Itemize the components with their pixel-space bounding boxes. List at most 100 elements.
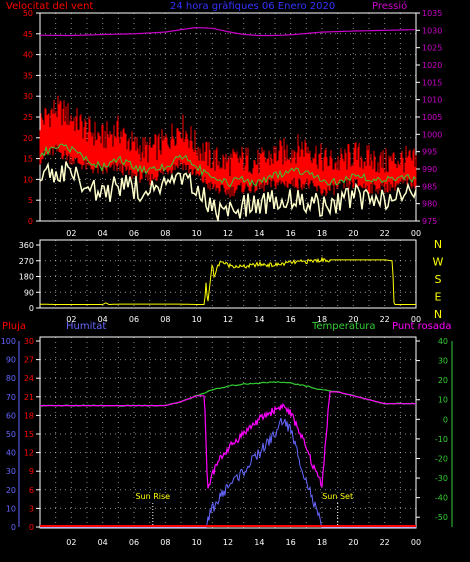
x-tick-label: 02 [66,315,76,324]
y-tick-label-wind: 5 [28,196,33,205]
x-tick-label: 10 [192,315,202,324]
x-tick-label: 14 [254,315,264,324]
x-tick-label: 18 [317,538,327,547]
x-tick-label: 16 [286,538,296,547]
y-tick-label-temperature: -10 [435,435,448,444]
compass-label: E [435,291,442,304]
y-tick-label-wind: 20 [23,134,33,143]
x-tick-label: 00 [411,315,421,324]
x-tick-label: 08 [160,229,170,238]
y-tick-label-humidity: 80 [6,374,16,383]
y-tick-label-rain: 24 [24,374,34,383]
y-tick-label-rain: 18 [24,411,34,420]
y-tick-label-wind: 40 [23,51,33,60]
y-tick-label-rain: 12 [24,449,34,458]
x-tick-label: 18 [317,315,327,324]
y-tick-label-pressure: 1015 [422,78,442,87]
y-tick-label-pressure: 985 [422,182,437,191]
pressure-label: Pressió [372,0,407,12]
y-tick-label-direction: 360 [19,241,34,250]
x-tick-label: 16 [286,229,296,238]
y-tick-label-wind: 30 [23,92,33,101]
sunset-label: Sun Set [322,492,353,501]
wind-speed-label: Velocitat del vent [6,1,93,12]
y-tick-label-pressure: 990 [422,165,437,174]
y-tick-label-temperature: 20 [438,376,448,385]
y-tick-label-humidity: 30 [6,467,16,476]
x-tick-label: 02 [66,538,76,547]
y-tick-label-pressure: 995 [422,148,437,157]
axis-ticks: 0510152025303540455097598098599099510001… [23,9,443,238]
y-tick-label-pressure: 1005 [422,113,442,122]
pressure-line [40,26,415,37]
y-tick-label-direction: 180 [19,273,34,282]
y-tick-label-pressure: 1010 [422,96,442,105]
y-tick-label-humidity: 10 [6,504,16,513]
y-tick-label-humidity: 70 [6,393,16,402]
x-tick-label: 10 [192,538,202,547]
sunrise-label: Sun Rise [135,492,170,501]
wind-avg-line [39,143,417,188]
wind-direction-series [39,256,416,305]
y-tick-label-humidity: 50 [6,430,16,439]
y-tick-label-temperature: 10 [438,396,448,405]
y-tick-label-temperature: 40 [438,337,448,346]
x-tick-label: 22 [380,315,390,324]
y-tick-label-wind: 45 [23,30,33,39]
y-tick-label-wind: 35 [23,71,33,80]
x-tick-label: 14 [254,538,264,547]
temperature-label: Temperatura [311,321,376,332]
x-tick-label: 18 [317,229,327,238]
wind-pressure-series [39,26,417,221]
y-tick-label-wind: 0 [28,217,33,226]
temperature-humidity-panel: Pluja Humitat Temperatura Punt rosada Su… [1,321,453,547]
y-tick-label-temperature: 30 [438,357,448,366]
x-tick-label: 06 [129,315,139,324]
x-tick-label: 06 [129,538,139,547]
y-tick-label-rain: 3 [29,504,34,513]
y-tick-label-wind: 25 [23,113,33,122]
y-tick-label-rain: 27 [24,356,34,365]
y-tick-label-pressure: 1000 [422,130,442,139]
y-tick-label-pressure: 1035 [422,9,442,18]
y-tick-label-rain: 0 [29,523,34,532]
x-tick-label: 14 [254,229,264,238]
wind-direction-frame [39,239,417,309]
y-tick-label-direction: 270 [19,257,34,266]
temperature-humidity-series: Sun Rise Sun Set [39,381,416,528]
x-tick-label: 04 [98,315,108,324]
chart-title: 24 hora gràfiques 06 Enero 2020 [170,0,335,12]
x-tick-label: 12 [223,538,233,547]
humidity-label: Humitat [66,321,106,332]
dew-point-label: Punt rosada [392,321,451,332]
y-tick-label-pressure: 1025 [422,44,442,53]
axis-ticks: 0102030405060708090100036912151821242730… [1,337,453,547]
y-tick-label-temperature: 0 [443,415,448,424]
wind-pressure-panel: Velocitat del vent 24 hora gràfiques 06 … [6,0,442,238]
x-tick-label: 12 [223,229,233,238]
y-tick-label-temperature: -50 [435,513,448,522]
y-tick-label-rain: 15 [24,430,34,439]
y-tick-label-rain: 6 [29,486,34,495]
compass-label: W [433,256,444,269]
y-tick-label-pressure: 980 [422,200,437,209]
x-tick-label: 04 [98,229,108,238]
x-tick-label: 22 [380,229,390,238]
y-tick-label-rain: 30 [24,337,34,346]
x-tick-label: 00 [411,229,421,238]
y-tick-label-temperature: -40 [435,494,448,503]
rain-label: Pluja [2,321,26,332]
y-tick-label-humidity: 100 [1,337,16,346]
compass-label: N [434,308,442,321]
y-tick-label-direction: 90 [24,288,34,297]
y-tick-label-humidity: 90 [6,356,16,365]
x-tick-label: 22 [380,538,390,547]
x-tick-label: 02 [66,229,76,238]
x-tick-label: 20 [348,229,358,238]
x-tick-label: 04 [98,538,108,547]
x-tick-label: 00 [411,538,421,547]
y-tick-label-direction: 0 [29,304,34,313]
y-tick-label-wind: 50 [23,9,33,18]
